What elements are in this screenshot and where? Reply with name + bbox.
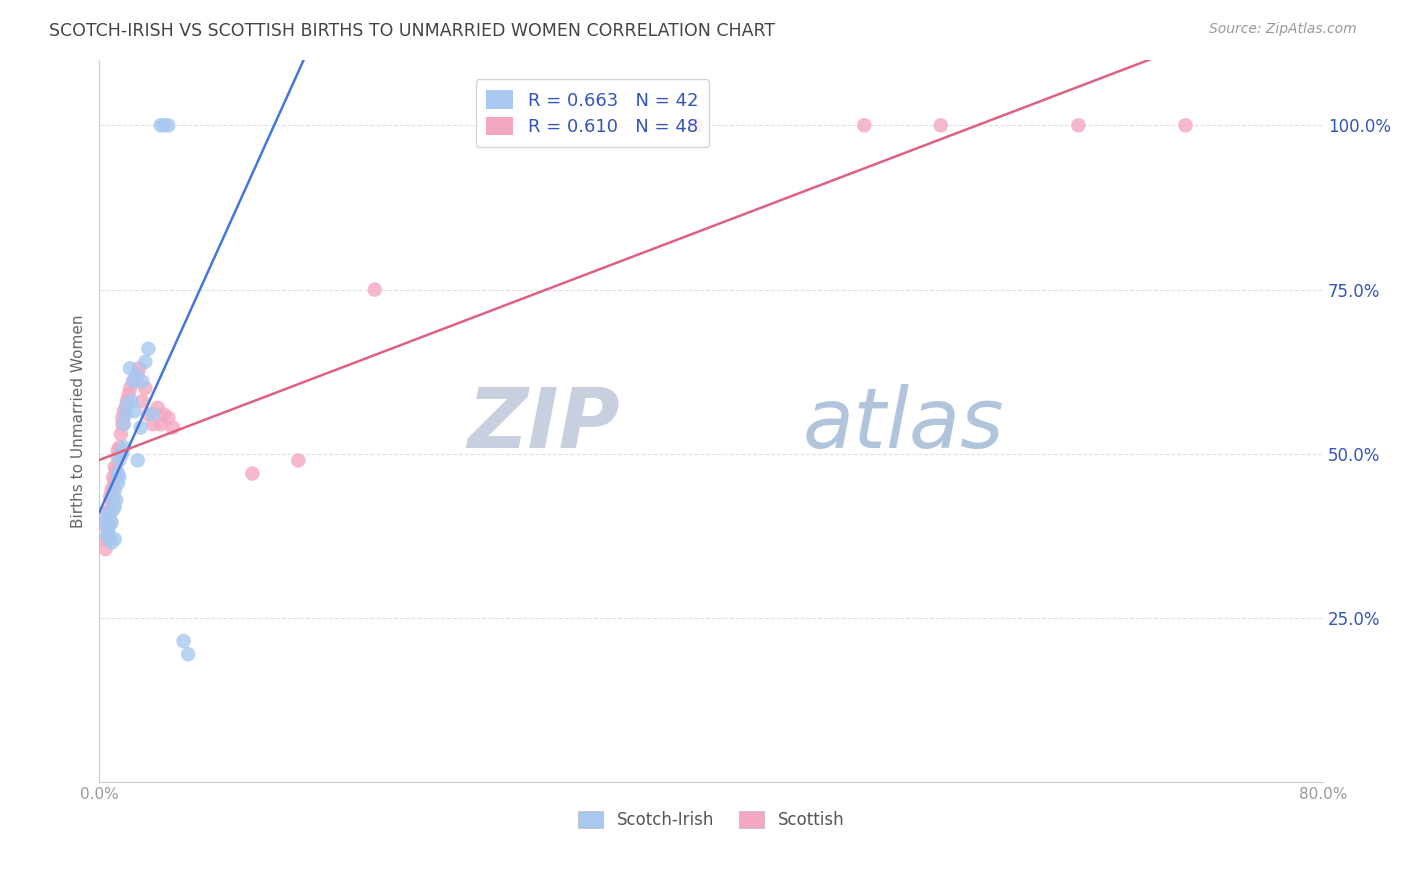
Point <box>121 394 143 409</box>
Point <box>111 417 134 432</box>
Point <box>853 118 876 132</box>
Point <box>149 417 172 432</box>
Point <box>103 470 125 484</box>
Point <box>138 342 160 356</box>
Point <box>108 440 131 454</box>
Point <box>96 522 118 536</box>
Point <box>97 529 120 543</box>
Text: ZIP: ZIP <box>467 384 620 465</box>
Point <box>131 375 153 389</box>
Point <box>107 450 129 464</box>
Point <box>98 490 121 504</box>
Point <box>146 401 169 415</box>
Point <box>103 492 125 507</box>
Text: SCOTCH-IRISH VS SCOTTISH BIRTHS TO UNMARRIED WOMEN CORRELATION CHART: SCOTCH-IRISH VS SCOTTISH BIRTHS TO UNMAR… <box>49 22 775 40</box>
Point <box>96 506 118 520</box>
Point <box>104 473 127 487</box>
Point <box>157 410 180 425</box>
Point <box>112 404 135 418</box>
Point <box>94 533 117 547</box>
Point <box>242 467 264 481</box>
Point <box>104 483 127 497</box>
Point <box>108 453 131 467</box>
Point <box>115 398 138 412</box>
Point <box>100 535 122 549</box>
Point <box>287 453 309 467</box>
Point <box>1174 118 1197 132</box>
Point <box>96 509 118 524</box>
Point <box>96 529 118 543</box>
Point <box>134 381 156 395</box>
Point <box>117 387 139 401</box>
Point <box>1067 118 1090 132</box>
Point <box>107 443 129 458</box>
Point <box>131 394 153 409</box>
Point <box>124 404 146 418</box>
Point <box>98 502 121 516</box>
Point <box>105 463 128 477</box>
Point <box>125 368 148 382</box>
Point <box>93 516 115 530</box>
Point <box>114 401 136 415</box>
Point <box>125 371 148 385</box>
Point <box>134 355 156 369</box>
Point <box>94 542 117 557</box>
Point <box>98 512 121 526</box>
Point <box>94 516 117 530</box>
Point <box>152 408 174 422</box>
Point <box>157 118 180 132</box>
Point <box>97 519 120 533</box>
Point <box>114 408 136 422</box>
Text: Source: ZipAtlas.com: Source: ZipAtlas.com <box>1209 22 1357 37</box>
Point <box>105 492 128 507</box>
Point <box>107 467 129 481</box>
Point <box>104 500 127 514</box>
Point <box>98 506 121 520</box>
Point <box>112 417 135 432</box>
Text: atlas: atlas <box>803 384 1005 465</box>
Point <box>97 512 120 526</box>
Point <box>103 502 125 516</box>
Point <box>127 453 149 467</box>
Point <box>685 118 707 132</box>
Point <box>173 634 195 648</box>
Point <box>111 410 134 425</box>
Point <box>152 118 174 132</box>
Point <box>97 525 120 540</box>
Point <box>104 460 127 475</box>
Point <box>110 427 132 442</box>
Point <box>104 533 127 547</box>
Point <box>118 361 141 376</box>
Point <box>127 368 149 382</box>
Point <box>364 283 387 297</box>
Point <box>107 476 129 491</box>
Point <box>122 375 145 389</box>
Point <box>929 118 952 132</box>
Point <box>142 408 165 422</box>
Point <box>112 440 135 454</box>
Point <box>98 533 121 547</box>
Point <box>138 408 160 422</box>
Point <box>122 375 145 389</box>
Point <box>177 647 200 661</box>
Point <box>115 394 138 409</box>
Point <box>162 420 184 434</box>
Y-axis label: Births to Unmarried Women: Births to Unmarried Women <box>72 314 86 528</box>
Point <box>103 480 125 494</box>
Legend: Scotch-Irish, Scottish: Scotch-Irish, Scottish <box>572 804 851 836</box>
Point <box>111 447 134 461</box>
Point <box>128 361 150 376</box>
Point <box>100 516 122 530</box>
Point <box>129 420 152 434</box>
Point <box>108 470 131 484</box>
Point <box>149 118 172 132</box>
Point <box>100 483 122 497</box>
Point <box>110 447 132 461</box>
Point <box>100 492 122 507</box>
Point <box>118 381 141 395</box>
Point <box>142 417 165 432</box>
